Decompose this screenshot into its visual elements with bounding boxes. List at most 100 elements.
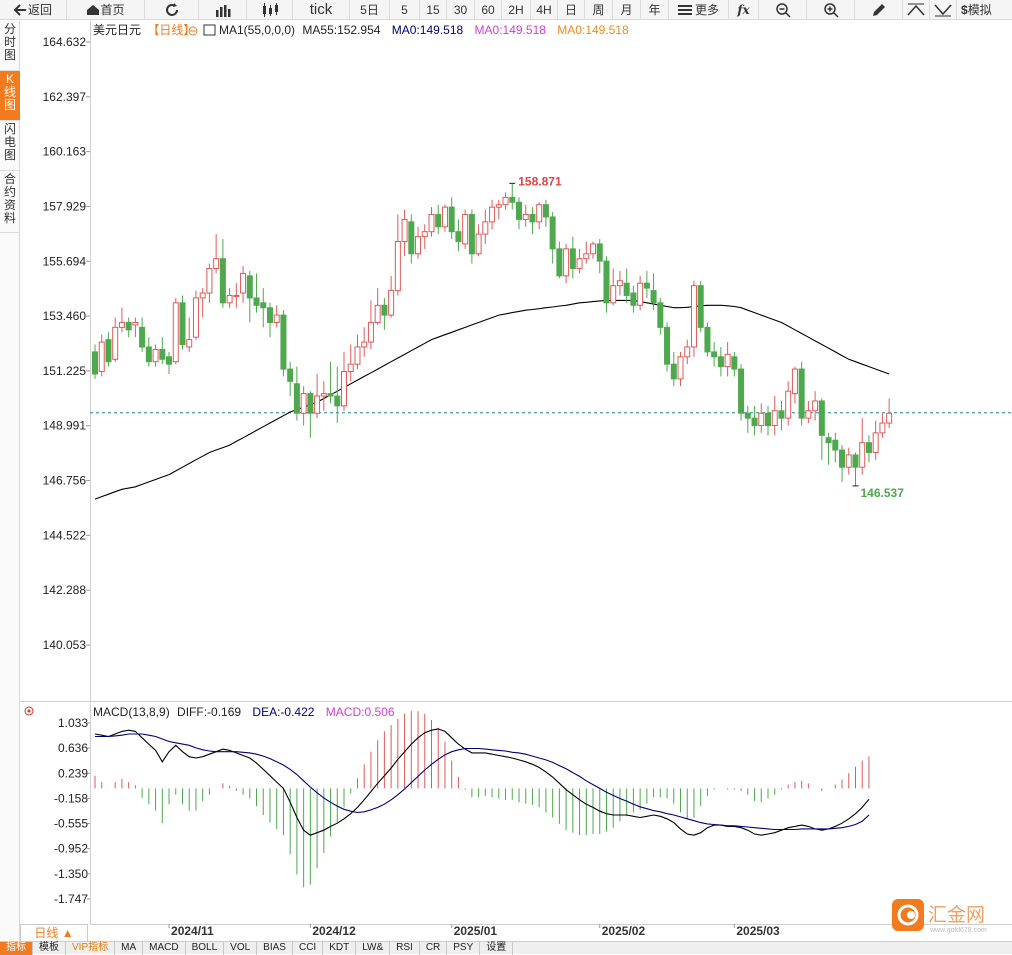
macd-dea-line bbox=[95, 733, 870, 831]
chart-area[interactable]: 164.632 162.397 160.163 157.929 155.694 153.4… bbox=[20, 21, 1012, 941]
indicator-tab-7[interactable]: BIAS bbox=[257, 942, 293, 955]
candle bbox=[219, 239, 226, 308]
period-day[interactable]: 日 bbox=[558, 0, 585, 20]
candle bbox=[293, 366, 300, 421]
time-tick-label: 2025/02 bbox=[602, 924, 646, 938]
period-15min[interactable]: 15 bbox=[420, 0, 447, 20]
candle bbox=[590, 241, 597, 259]
indicator-tab-12[interactable]: CR bbox=[420, 942, 448, 955]
zoom-out-button[interactable] bbox=[759, 0, 807, 20]
candle bbox=[610, 268, 617, 306]
indicator-tab-1[interactable]: 模板 bbox=[33, 942, 66, 955]
macd-hist-value: MACD:0.506 bbox=[326, 705, 395, 719]
refresh-button[interactable] bbox=[145, 0, 199, 20]
period-60min[interactable]: 60 bbox=[475, 0, 502, 20]
indicator-tab-3[interactable]: MA bbox=[115, 942, 144, 955]
period-4h[interactable]: 4H bbox=[531, 0, 558, 20]
indicator-tab-bar: 指标 模板 VIP指标 MA MACD BOLL VOL BIAS CCI KDT LW& RSI CR… bbox=[0, 941, 1012, 955]
period-tab[interactable]: 日线 ▲ bbox=[20, 924, 88, 941]
candle bbox=[388, 275, 395, 318]
candle bbox=[495, 199, 502, 220]
scroll-up-button[interactable] bbox=[903, 0, 930, 20]
time-tick-label: 2025/01 bbox=[454, 924, 498, 938]
scroll-down-button[interactable] bbox=[930, 0, 957, 20]
indicator-tab-8[interactable]: CCI bbox=[293, 942, 324, 955]
price-tick-label: 153.460 bbox=[43, 309, 87, 323]
price-tick-label: 144.522 bbox=[43, 528, 87, 542]
more-label: 更多 bbox=[694, 3, 719, 17]
period-2h[interactable]: 2H bbox=[502, 0, 531, 20]
period-5min[interactable]: 5 bbox=[390, 0, 420, 20]
candle bbox=[616, 270, 623, 296]
candle bbox=[367, 300, 374, 350]
price-chart[interactable]: 164.632 162.397 160.163 157.929 155.694 153.4… bbox=[20, 21, 1012, 941]
period-5day[interactable]: 5日 bbox=[350, 0, 390, 20]
svg-text:MA1(55,0,0,0) MA55:152.9: MA1(55,0,0,0) MA55:152.954 MA0:149.518 M… bbox=[219, 23, 629, 37]
fx-button[interactable]: fx bbox=[729, 0, 759, 20]
more-button[interactable]: 更多 bbox=[669, 0, 729, 20]
indicator-tab-13[interactable]: PSY bbox=[447, 942, 481, 955]
period-week[interactable]: 周 bbox=[585, 0, 613, 20]
period-30min[interactable]: 30 bbox=[447, 0, 475, 20]
tab-flash-chart[interactable]: 闪电图 bbox=[0, 121, 20, 171]
candle bbox=[623, 268, 630, 303]
svg-text:MACD(13,8,9) DIFF:-0.169: MACD(13,8,9) DIFF:-0.169 DEA:-0.422 MACD… bbox=[93, 705, 395, 719]
high-label: 158.871 bbox=[518, 174, 562, 188]
macd-tick-label: -0.952 bbox=[54, 842, 88, 856]
candle bbox=[529, 207, 536, 235]
price-tick-label: 164.632 bbox=[43, 35, 87, 49]
indicator-tab-0[interactable]: 指标 bbox=[0, 942, 33, 955]
candle bbox=[596, 239, 603, 274]
candle-style-button[interactable] bbox=[247, 0, 293, 20]
ma-header: MA1(55,0,0,0) bbox=[219, 23, 295, 37]
period-year[interactable]: 年 bbox=[641, 0, 669, 20]
indicator-tab-11[interactable]: RSI bbox=[390, 942, 420, 955]
indicator-tab-5[interactable]: BOLL bbox=[186, 942, 225, 955]
candle bbox=[515, 197, 522, 230]
candle bbox=[758, 403, 765, 433]
candle bbox=[421, 224, 428, 249]
tab-contract-info[interactable]: 合约资料 bbox=[0, 171, 20, 233]
candle bbox=[630, 285, 637, 313]
candle bbox=[697, 280, 704, 333]
candle bbox=[287, 361, 294, 397]
candle bbox=[865, 435, 872, 463]
back-button[interactable]: 返回 bbox=[0, 0, 67, 20]
candle bbox=[226, 288, 233, 308]
candle bbox=[347, 344, 354, 382]
indicator-settings-icon[interactable] bbox=[203, 24, 216, 36]
macd-settings-icon[interactable] bbox=[24, 706, 34, 716]
candle bbox=[690, 280, 697, 357]
indicator-tab-2[interactable]: VIP指标 bbox=[66, 942, 116, 955]
price-tick-label: 155.694 bbox=[43, 254, 87, 268]
candle bbox=[192, 290, 199, 340]
tab-intraday[interactable]: 分时图 bbox=[0, 21, 20, 71]
candle bbox=[354, 334, 361, 370]
zoom-in-icon bbox=[823, 2, 839, 18]
indicator-tab-10[interactable]: LW& bbox=[356, 942, 391, 955]
candle bbox=[374, 288, 381, 325]
legend-option-icon[interactable] bbox=[188, 26, 198, 36]
chart-type-button[interactable] bbox=[199, 0, 247, 20]
macd-tick-label: 0.239 bbox=[58, 766, 88, 780]
draw-button[interactable] bbox=[855, 0, 903, 20]
indicator-tab-4[interactable]: MACD bbox=[143, 942, 186, 955]
price-axis: 164.632 162.397 160.163 157.929 155.694 153.4… bbox=[43, 35, 90, 652]
candle bbox=[859, 418, 866, 475]
indicator-tab-6[interactable]: VOL bbox=[224, 942, 258, 955]
home-button[interactable]: 首页 bbox=[67, 0, 145, 20]
candle bbox=[556, 241, 563, 279]
candlestick-icon bbox=[262, 2, 278, 17]
home-icon bbox=[87, 4, 100, 15]
candle bbox=[576, 248, 583, 274]
zoom-in-button[interactable] bbox=[807, 0, 855, 20]
candle bbox=[852, 452, 859, 486]
simulate-button[interactable]: $ 模拟 bbox=[957, 0, 994, 20]
candlesticks bbox=[92, 183, 893, 486]
indicator-tab-9[interactable]: KDT bbox=[323, 942, 357, 955]
period-month[interactable]: 月 bbox=[613, 0, 641, 20]
price-tick-label: 157.929 bbox=[43, 199, 87, 213]
indicator-tab-14[interactable]: 设置 bbox=[480, 942, 514, 955]
tick-button[interactable]: tick bbox=[293, 0, 350, 20]
